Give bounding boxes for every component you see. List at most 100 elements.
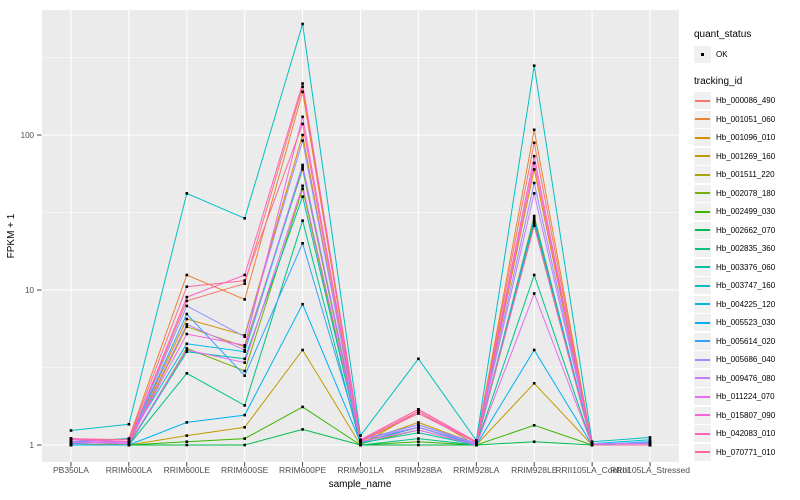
legend-key: [694, 166, 711, 184]
legend-item-label: Hb_011224_070: [716, 392, 775, 402]
data-point: [301, 85, 304, 88]
data-point: [185, 312, 189, 316]
data-point: [648, 443, 652, 447]
legend-item-label: Hb_009476_080: [716, 373, 776, 383]
legend-item: Hb_070771_010: [694, 443, 800, 462]
legend-item-label: OK: [716, 49, 728, 59]
legend-key: [694, 351, 711, 369]
data-point: [417, 428, 420, 432]
data-point: [301, 163, 304, 167]
data-point: [532, 382, 536, 385]
legend-key: [694, 277, 711, 295]
data-point: [359, 443, 362, 447]
line-swatch-icon: [695, 432, 710, 435]
axis-ticks: 1 10 100 PB350LA RRIM600LA RRIM600LE RRIM600SE…: [21, 131, 691, 475]
data-point: [185, 192, 189, 195]
data-point: [69, 441, 73, 444]
x-tick-label: RRIM928LA: [453, 465, 500, 475]
data-point: [532, 219, 536, 222]
data-point: [301, 405, 304, 409]
legend-item: Hb_002662_070: [694, 221, 800, 240]
legend-key: [694, 147, 711, 165]
legend-group-quant-status: quant_status OK: [694, 29, 800, 64]
data-point: [243, 369, 246, 373]
data-point: [243, 426, 246, 429]
data-point: [243, 357, 246, 361]
series-points-Hb_070771_010: [69, 122, 652, 447]
data-point: [243, 350, 246, 353]
data-point: [243, 334, 246, 337]
line-swatch-icon: [695, 229, 710, 232]
legend-key: [694, 369, 711, 387]
data-point: [185, 299, 189, 303]
legend-item-label: Hb_005686_040: [716, 355, 776, 365]
legend-group-tracking-id: tracking_id Hb_000086_490 Hb_001051_060 Hb…: [694, 76, 800, 462]
legend-key: [694, 314, 711, 332]
gridlines: [42, 10, 679, 462]
legend-item: Hb_003376_060: [694, 258, 800, 277]
data-point: [532, 348, 536, 352]
legend-item-label: Hb_001051_060: [716, 114, 776, 124]
legend-key: [694, 295, 711, 313]
y-tick-label: 1: [30, 441, 35, 450]
data-point: [243, 443, 246, 447]
data-point: [417, 423, 420, 427]
legend: quant_status OK tracking_id Hb_000086_49…: [694, 0, 800, 462]
line-swatch-icon: [695, 414, 710, 417]
legend-item-label: Hb_002078_180: [716, 188, 776, 198]
data-point: [301, 302, 304, 306]
line-swatch-icon: [695, 155, 710, 158]
data-point: [243, 348, 246, 352]
data-point: [243, 345, 246, 349]
data-point: [243, 374, 246, 377]
legend-item-label: Hb_005523_030: [716, 318, 776, 328]
line-swatch-icon: [695, 284, 710, 287]
data-point: [301, 184, 304, 188]
legend-item: Hb_001051_060: [694, 110, 800, 129]
data-point: [185, 273, 189, 277]
data-point: [532, 161, 536, 165]
data-point: [417, 440, 420, 443]
data-point: [532, 214, 536, 218]
x-axis-title: sample_name: [329, 479, 392, 490]
data-point: [590, 440, 594, 443]
legend-key-ok: [694, 45, 711, 63]
legend-item-ok: OK: [694, 45, 800, 64]
line-swatch-icon: [695, 377, 710, 380]
legend-key: [694, 110, 711, 128]
data-point: [301, 22, 304, 26]
line-swatch-icon: [695, 358, 710, 361]
data-point: [185, 421, 189, 424]
legend-item: Hb_001269_160: [694, 147, 800, 166]
legend-item: Hb_015807_090: [694, 406, 800, 425]
legend-key: [694, 240, 711, 258]
legend-key: [694, 388, 711, 406]
data-point: [532, 224, 536, 227]
legend-item-label: Hb_042083_010: [716, 429, 776, 439]
data-point: [417, 412, 420, 415]
y-axis-title: FPKM + 1: [6, 213, 17, 258]
data-point: [185, 434, 189, 437]
legend-item: Hb_003747_160: [694, 277, 800, 296]
legend-item: Hb_005523_030: [694, 314, 800, 333]
line-swatch-icon: [695, 136, 710, 139]
data-point: [243, 279, 246, 282]
data-point: [185, 443, 189, 447]
legend-item-label: Hb_002835_360: [716, 244, 776, 254]
data-point: [417, 431, 420, 434]
legend-item: Hb_002835_360: [694, 240, 800, 259]
data-point: [475, 443, 478, 447]
line-swatch-icon: [695, 192, 710, 195]
legend-key: [694, 425, 711, 443]
line-swatch-icon: [695, 451, 710, 454]
data-point: [417, 357, 420, 361]
data-point: [127, 423, 131, 426]
data-point: [69, 429, 73, 432]
data-point: [127, 442, 131, 445]
data-point: [185, 440, 189, 443]
legend-item: Hb_042083_010: [694, 425, 800, 444]
data-point: [301, 133, 304, 137]
data-point: [648, 438, 652, 442]
